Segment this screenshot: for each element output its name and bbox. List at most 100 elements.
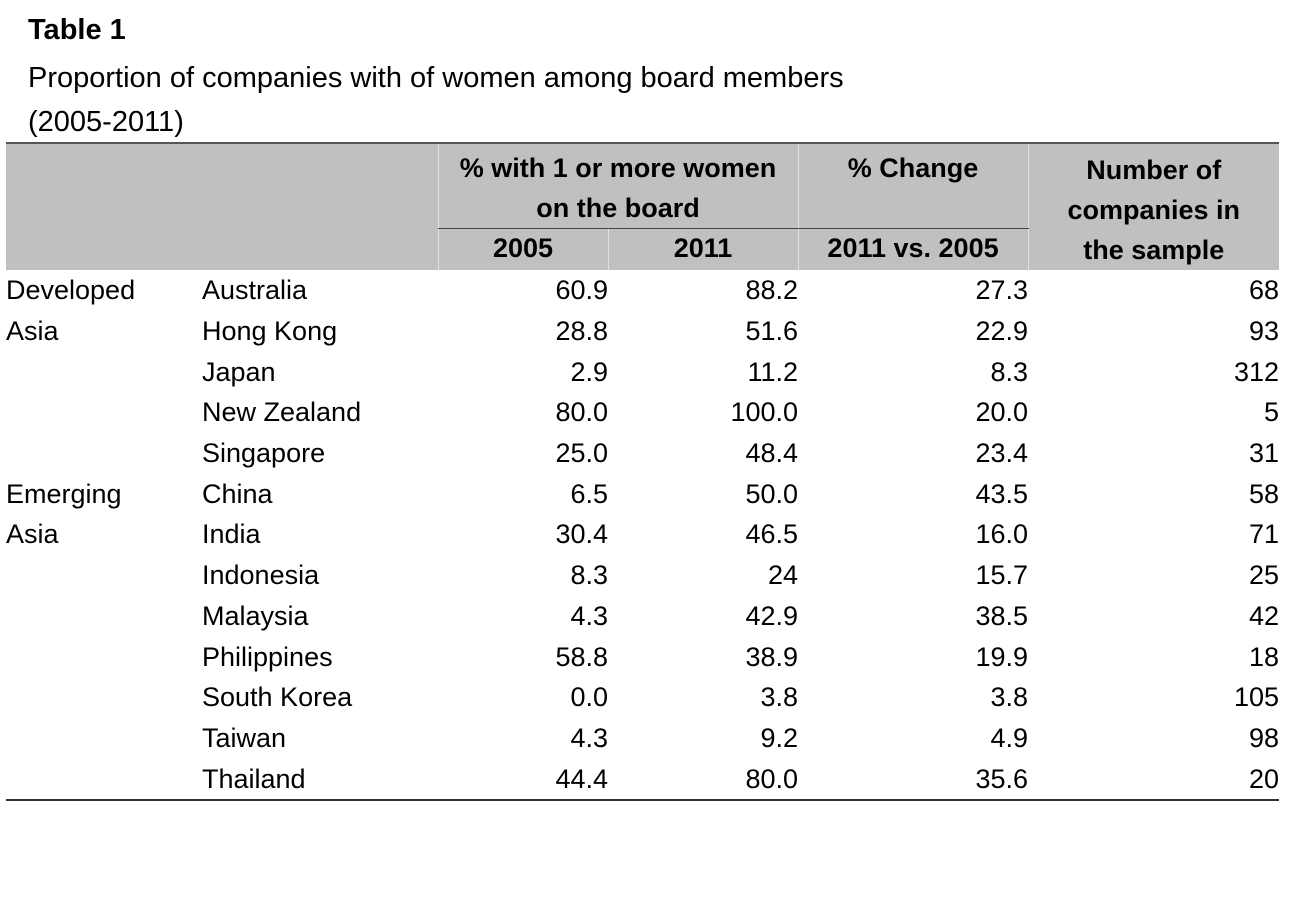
title-line-1: Proportion of companies with of women am…: [28, 62, 844, 94]
value-2011-cell: 9.2: [760, 722, 799, 753]
table-row: Asia Hong Kong 28.8 51.6 22.9 93: [6, 311, 1279, 352]
country-cell: India: [202, 519, 261, 550]
value-2005-cell: 28.8: [555, 316, 608, 347]
country-cell: Japan: [202, 356, 276, 387]
company-count-cell: 18: [1248, 641, 1280, 672]
table-title: Proportion of companies with of women am…: [28, 56, 1028, 144]
country-cell: China: [202, 478, 273, 509]
header-blank-country: [202, 142, 438, 270]
region-cell: [6, 555, 202, 596]
value-2005-cell: 80.0: [555, 397, 608, 428]
company-count-cell: 105: [1233, 682, 1280, 713]
value-2011-cell: 46.5: [745, 519, 799, 550]
region-cell: [6, 351, 202, 392]
header-number-of-companies: Number of companies in the sample: [1027, 142, 1280, 270]
value-2011-cell: 51.6: [745, 316, 799, 347]
table-row: Malaysia 4.3 42.9 38.5 42: [6, 596, 1279, 637]
company-count-cell: 68: [1248, 275, 1280, 306]
country-cell: New Zealand: [202, 397, 362, 428]
company-count-cell: 31: [1248, 438, 1280, 469]
country-cell: Philippines: [202, 641, 333, 672]
company-count-cell: 42: [1248, 600, 1280, 631]
region-cell: [6, 392, 202, 433]
region-cell: Asia: [6, 316, 59, 347]
data-table: % with 1 or more women on the board % Ch…: [6, 142, 1280, 801]
header-change-years: 2011 vs. 2005: [797, 228, 1029, 270]
value-2011-cell: 38.9: [745, 641, 799, 672]
region-cell: [6, 758, 202, 801]
region-cell: Asia: [6, 519, 59, 550]
region-cell: [6, 596, 202, 637]
region-cell: Developed: [6, 275, 136, 306]
value-2011-cell: 42.9: [745, 600, 799, 631]
value-2005-cell: 6.5: [570, 478, 608, 509]
value-2005-cell: 25.0: [555, 438, 608, 469]
country-cell: Malaysia: [202, 600, 309, 631]
change-cell: 43.5: [975, 478, 1029, 509]
value-2011-cell: 11.2: [747, 356, 799, 387]
country-cell: Hong Kong: [202, 316, 338, 347]
table-row: Developed Australia 60.9 88.2 27.3 68: [6, 270, 1279, 311]
value-2011-cell: 50.0: [745, 478, 799, 509]
company-count-cell: 71: [1248, 519, 1280, 550]
region-cell: [6, 718, 202, 759]
value-2011-cell: 24: [767, 560, 799, 591]
change-cell: 22.9: [975, 316, 1029, 347]
company-count-cell: 5: [1263, 397, 1280, 428]
header-blank-region: [6, 142, 202, 270]
region-cell: [6, 677, 202, 718]
value-2005-cell: 8.3: [570, 560, 608, 591]
value-2005-cell: 60.9: [555, 275, 608, 306]
value-2011-cell: 48.4: [745, 438, 799, 469]
company-count-cell: 20: [1028, 758, 1280, 801]
table-row: New Zealand 80.0 100.0 20.0 5: [6, 392, 1279, 433]
table-row: Indonesia 8.3 24 15.7 25: [6, 555, 1279, 596]
value-2011-cell: 3.8: [760, 682, 799, 713]
company-count-cell: 58: [1248, 478, 1280, 509]
country-cell: Australia: [202, 275, 308, 306]
table-row: Thailand 44.4 80.0 35.6 20: [6, 758, 1280, 801]
change-cell: 16.0: [975, 519, 1029, 550]
value-2005-cell: 4.3: [570, 600, 608, 631]
header-year-2011: 2011: [607, 228, 799, 270]
country-cell: Thailand: [202, 758, 438, 801]
table-row: Emerging China 6.5 50.0 43.5 58: [6, 473, 1279, 514]
value-2011-cell: 100.0: [730, 397, 799, 428]
value-2011-cell: 88.2: [745, 275, 799, 306]
region-cell: [6, 433, 202, 474]
table-row: Philippines 58.8 38.9 19.9 18: [6, 636, 1279, 677]
table-body: Developed Australia 60.9 88.2 27.3 68 Asia Hong…: [6, 270, 1280, 801]
change-cell: 15.7: [975, 560, 1029, 591]
company-count-cell: 98: [1248, 722, 1280, 753]
change-cell: 20.0: [975, 397, 1029, 428]
country-cell: Indonesia: [202, 560, 320, 591]
value-2005-cell: 30.4: [555, 519, 608, 550]
value-2005-cell: 0.0: [570, 682, 608, 713]
value-2005-cell: 44.4: [438, 758, 608, 801]
change-cell: 19.9: [975, 641, 1029, 672]
company-count-cell: 25: [1248, 560, 1280, 591]
header-year-2005: 2005: [437, 228, 608, 270]
header-women-on-board: % with 1 or more women on the board: [437, 142, 799, 229]
company-count-cell: 312: [1233, 356, 1280, 387]
table-row: Asia India 30.4 46.5 16.0 71: [6, 514, 1279, 555]
country-cell: South Korea: [202, 682, 353, 713]
change-cell: 4.9: [990, 722, 1029, 753]
company-count-cell: 93: [1248, 316, 1280, 347]
country-cell: Singapore: [202, 438, 326, 469]
change-cell: 38.5: [975, 600, 1029, 631]
value-2005-cell: 2.9: [570, 356, 608, 387]
country-cell: Taiwan: [202, 722, 287, 753]
value-2011-cell: 80.0: [608, 758, 799, 801]
change-cell: 8.3: [990, 356, 1029, 387]
value-2005-cell: 4.3: [570, 722, 608, 753]
change-cell: 23.4: [975, 438, 1029, 469]
change-cell: 35.6: [798, 758, 1029, 801]
table-row: South Korea 0.0 3.8 3.8 105: [6, 677, 1279, 718]
region-cell: [6, 636, 202, 677]
table-header: % with 1 or more women on the board % Ch…: [6, 142, 1280, 270]
change-cell: 27.3: [975, 275, 1029, 306]
header-percent-change: % Change: [797, 142, 1029, 229]
region-cell: Emerging: [6, 478, 122, 509]
table-row: Japan 2.9 11.2 8.3 312: [6, 351, 1279, 392]
